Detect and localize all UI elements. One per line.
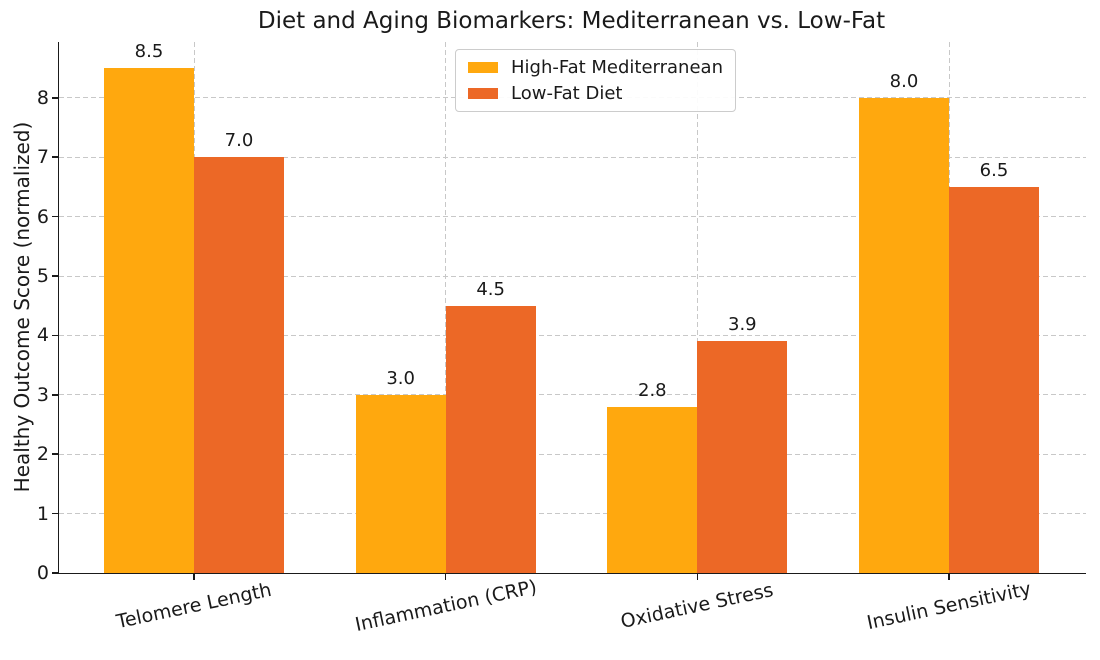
bar (697, 341, 788, 573)
legend: High-Fat Mediterranean Low-Fat Diet (455, 49, 736, 112)
legend-item-low-fat-diet: Low-Fat Diet (468, 83, 723, 104)
h-gridline (59, 334, 1086, 336)
legend-label-high-fat-mediterranean: High-Fat Mediterranean (511, 57, 723, 78)
bar-value-label: 6.5 (979, 159, 1009, 181)
h-gridline (59, 156, 1086, 158)
bar-value-label: 4.5 (476, 278, 505, 300)
y-tick-label: 7 (36, 146, 49, 169)
h-gridline (59, 275, 1086, 277)
v-gridline (696, 42, 698, 573)
x-tick-mark (696, 573, 699, 580)
bar-value-label: 8.5 (134, 41, 164, 63)
x-tick-mark (193, 573, 195, 580)
y-tick-label: 2 (36, 443, 49, 466)
y-tick-mark (52, 275, 59, 277)
y-tick-mark (52, 334, 59, 337)
y-tick-label: 1 (36, 502, 49, 525)
x-tick-mark (948, 573, 950, 580)
bar (194, 157, 284, 573)
y-tick-mark (52, 97, 59, 99)
y-tick-label: 0 (36, 562, 49, 584)
bar (949, 186, 1039, 573)
legend-swatch-low-fat-diet (468, 88, 498, 99)
bar-value-label: 2.8 (638, 379, 667, 401)
y-tick-label: 8 (36, 86, 49, 109)
y-tick-mark (52, 453, 59, 455)
y-tick-mark (52, 572, 59, 574)
y-tick-label: 6 (36, 205, 49, 228)
legend-label-low-fat-diet: Low-Fat Diet (511, 83, 623, 104)
y-tick-mark (52, 156, 59, 158)
y-tick-label: 3 (36, 383, 49, 406)
bar-value-label: 3.0 (386, 367, 415, 389)
h-gridline (59, 513, 1086, 515)
x-tick-mark (444, 573, 447, 580)
bar-value-label: 8.0 (889, 70, 919, 92)
bar-value-label: 7.0 (224, 130, 254, 152)
y-tick-mark (52, 512, 59, 515)
bar-value-label: 3.9 (728, 314, 757, 336)
legend-swatch-high-fat-mediterranean (468, 62, 498, 73)
chart-title: Diet and Aging Biomarkers: Mediterranean… (257, 8, 886, 34)
h-gridline (59, 216, 1086, 218)
bar (104, 68, 194, 573)
plot-area: High-Fat Mediterranean Low-Fat Diet 0 1 2 3… (37, 41, 1086, 636)
y-tick-mark (52, 215, 59, 218)
bar (859, 97, 949, 573)
y-tick-label: 5 (36, 265, 49, 288)
y-axis-label: Healthy Outcome Score (normalized) (10, 121, 34, 493)
y-tick-label: 4 (36, 324, 49, 347)
legend-item-high-fat-mediterranean: High-Fat Mediterranean (468, 57, 723, 78)
h-gridline (59, 453, 1086, 455)
bar (607, 406, 698, 573)
y-tick-mark (52, 394, 59, 396)
bar (445, 305, 536, 573)
h-gridline (59, 394, 1086, 396)
bar (355, 394, 446, 573)
